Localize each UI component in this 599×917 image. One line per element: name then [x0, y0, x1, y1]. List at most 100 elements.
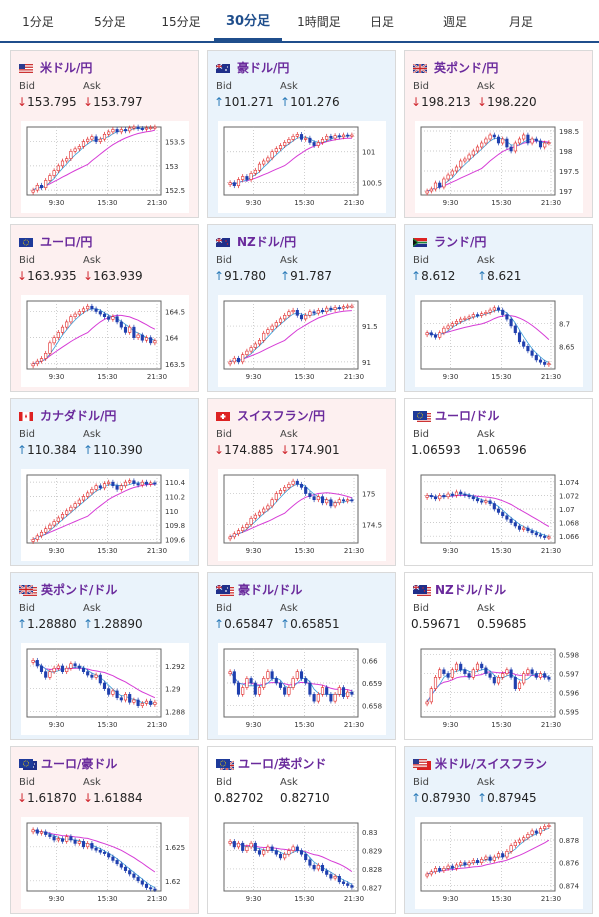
candle-body — [44, 831, 48, 835]
candle-body — [438, 182, 442, 188]
rate-card[interactable]: カナダドル/円 Bid Ask ↑110.384 ↑110.390 110.4 110.2 1… — [10, 398, 199, 566]
mini-chart[interactable]: 110.4 110.2 110 109.8 109.6 9:30 15:30 21:30 — [21, 469, 189, 561]
candle-body — [325, 870, 329, 875]
candle-body — [81, 496, 86, 501]
arrow-down-icon: ↓ — [83, 95, 94, 109]
tab-3[interactable]: 30分足 — [214, 0, 282, 41]
candle-body — [115, 129, 119, 133]
candle-body — [320, 310, 325, 313]
mini-chart[interactable]: 1.625 1.62 9:30 15:30 21:30 — [21, 817, 189, 909]
ask-number: 110.390 — [93, 443, 143, 457]
tab-0[interactable]: 1分足 — [22, 15, 54, 29]
candle-body — [547, 824, 551, 827]
rate-card[interactable]: 米ドル/円 Bid Ask ↓153.795 ↓153.797 153.5 153 152.5… — [10, 50, 199, 218]
pair-title[interactable]: ユーロ/豪ドル — [19, 755, 117, 771]
candle-body — [257, 850, 262, 855]
mini-chart[interactable]: 1.292 1.29 1.288 9:30 15:30 21:30 — [21, 643, 189, 735]
candle-body — [52, 836, 56, 841]
candle-body — [60, 326, 65, 333]
pair-title[interactable]: ユーロ/円 — [19, 233, 92, 249]
tab-1[interactable]: 5分足 — [94, 15, 126, 29]
rate-card[interactable]: 豪ドル/円 Bid Ask ↑101.271 ↑101.276 101 100.5 9:30 1… — [207, 50, 396, 218]
mini-chart[interactable]: 0.83 0.829 0.828 0.827 9:30 15:30 21:30 — [218, 817, 386, 909]
mini-chart[interactable]: 101 100.5 9:30 15:30 21:30 — [218, 121, 386, 213]
rate-card[interactable]: スイスフラン/円 Bid Ask ↓174.885 ↓174.901 175 174.5 9:… — [207, 398, 396, 566]
rate-card[interactable]: ユーロ/豪ドル Bid Ask ↓1.61870 ↓1.61884 1.625 1.62 9:… — [10, 746, 199, 914]
tab-6[interactable]: 週足 — [442, 15, 467, 29]
rate-card[interactable]: ユーロ/円 Bid Ask ↓163.935 ↓163.939 164.5 164 163.5… — [10, 224, 199, 392]
candle-body — [513, 142, 517, 152]
y-tick-label: 198.5 — [559, 128, 579, 136]
candle-body — [459, 160, 463, 168]
candle-body — [35, 535, 39, 540]
mini-chart[interactable]: 91.5 91 9:30 15:30 21:30 — [218, 295, 386, 387]
pair-title[interactable]: 豪ドル/円 — [215, 59, 289, 75]
ask-number: 1.28890 — [93, 617, 143, 631]
mini-chart[interactable]: 198.5 198 197.5 197 9:30 15:30 21:30 — [415, 121, 583, 213]
tab-4[interactable]: 1時間足 — [297, 15, 341, 29]
candle-body — [509, 518, 513, 523]
pair-title[interactable]: 米ドル/円 — [19, 59, 92, 75]
candle-body — [236, 682, 241, 695]
pair-title[interactable]: ランド/円 — [413, 233, 486, 249]
pair-title[interactable]: 米ドル/スイスフラン — [413, 755, 547, 771]
rate-card[interactable]: ランド/円 Bid Ask ↑8.612 ↑8.621 8.7 8.65 9:30 15:30 2… — [404, 224, 593, 392]
bid-value: ↓1.61870 — [17, 791, 77, 805]
pair-title[interactable]: 豪ドル/ドル — [215, 581, 302, 597]
candle-body — [308, 682, 312, 695]
mini-chart[interactable]: 0.66 0.659 0.658 9:30 15:30 21:30 — [218, 643, 386, 735]
bid-value: ↓198.213 — [411, 95, 471, 109]
mini-chart[interactable]: 0.878 0.876 0.874 9:30 15:30 21:30 — [415, 817, 583, 909]
mini-chart[interactable]: 8.7 8.65 9:30 15:30 21:30 — [415, 295, 583, 387]
candle-body — [257, 340, 262, 345]
candle-body — [517, 682, 522, 689]
mini-chart[interactable]: 164.5 164 163.5 9:30 15:30 21:30 — [21, 295, 189, 387]
mini-chart[interactable]: 0.598 0.597 0.596 0.595 9:30 15:30 21:30 — [415, 643, 583, 735]
pair-title[interactable]: 英ポンド/円 — [412, 59, 498, 75]
rate-card[interactable]: NZドル/ドル Bid Ask 0.59671 0.59685 0.598 0.597 0.5… — [404, 572, 593, 740]
candle-body — [480, 663, 484, 669]
y-tick-label: 197 — [559, 188, 572, 196]
pair-title[interactable]: ユーロ/英ポンド — [216, 755, 326, 771]
candle-body — [144, 481, 149, 485]
rate-card[interactable]: ユーロ/ドル Bid Ask 1.06593 1.06596 1.074 1.072 1.07… — [404, 398, 593, 566]
rate-card[interactable]: 豪ドル/ドル Bid Ask ↑0.65847 ↑0.65851 0.66 0.659 0.6… — [207, 572, 396, 740]
tab-7[interactable]: 月足 — [508, 15, 533, 29]
tab-2[interactable]: 15分足 — [161, 15, 201, 29]
rate-card[interactable]: 米ドル/スイスフラン Bid Ask ↑0.87930 ↑0.87945 0.878 0.8… — [404, 746, 593, 914]
pair-title[interactable]: NZドル/円 — [215, 233, 296, 249]
flag-ch-icon — [216, 410, 230, 421]
pair-title[interactable]: NZドル/ドル — [412, 581, 506, 597]
pair-title[interactable]: カナダドル/円 — [19, 407, 116, 423]
candle-body — [31, 660, 35, 663]
candle-body — [459, 862, 463, 866]
candle-body — [496, 307, 501, 311]
rate-card[interactable]: ユーロ/英ポンド Bid Ask 0.82702 0.82710 0.83 0.829 0.8… — [207, 746, 396, 914]
mini-chart[interactable]: 1.074 1.072 1.07 1.068 1.066 9:30 15:30 21:30 — [415, 469, 583, 561]
pair-title[interactable]: スイスフラン/円 — [216, 407, 325, 423]
candle-body — [232, 841, 236, 848]
candle-body — [454, 663, 459, 671]
y-tick-label: 1.068 — [559, 520, 579, 528]
candle-body — [480, 313, 484, 316]
candle-body — [262, 160, 266, 165]
candle-body — [425, 332, 429, 336]
candle-body — [60, 838, 65, 842]
candle-body — [538, 828, 543, 834]
bid-value: 0.82702 — [214, 791, 264, 805]
pair-title[interactable]: 英ポンド/ドル — [18, 581, 117, 597]
pair-title[interactable]: ユーロ/ドル — [413, 407, 499, 423]
arrow-down-icon: ↓ — [17, 791, 28, 805]
candle-body — [44, 353, 48, 359]
candle-body — [341, 687, 346, 697]
mini-chart[interactable]: 175 174.5 9:30 15:30 21:30 — [218, 469, 386, 561]
candle-body — [228, 361, 232, 365]
mini-chart[interactable]: 153.5 153 152.5 9:30 15:30 21:30 — [21, 121, 189, 213]
pair-name: ユーロ/円 — [40, 235, 93, 249]
arrow-down-icon: ↓ — [214, 443, 225, 457]
rate-card[interactable]: NZドル/円 Bid Ask ↑91.780 ↑91.787 91.5 91 9:30 15:3… — [207, 224, 396, 392]
rate-card[interactable]: 英ポンド/円 Bid Ask ↓198.213 ↓198.220 198.5 198 197.… — [404, 50, 593, 218]
tab-5[interactable]: 日足 — [369, 15, 394, 29]
x-tick-label: 9:30 — [49, 547, 65, 555]
rate-card[interactable]: 英ポンド/ドル Bid Ask ↑1.28880 ↑1.28890 1.292 1.29 1.… — [10, 572, 199, 740]
